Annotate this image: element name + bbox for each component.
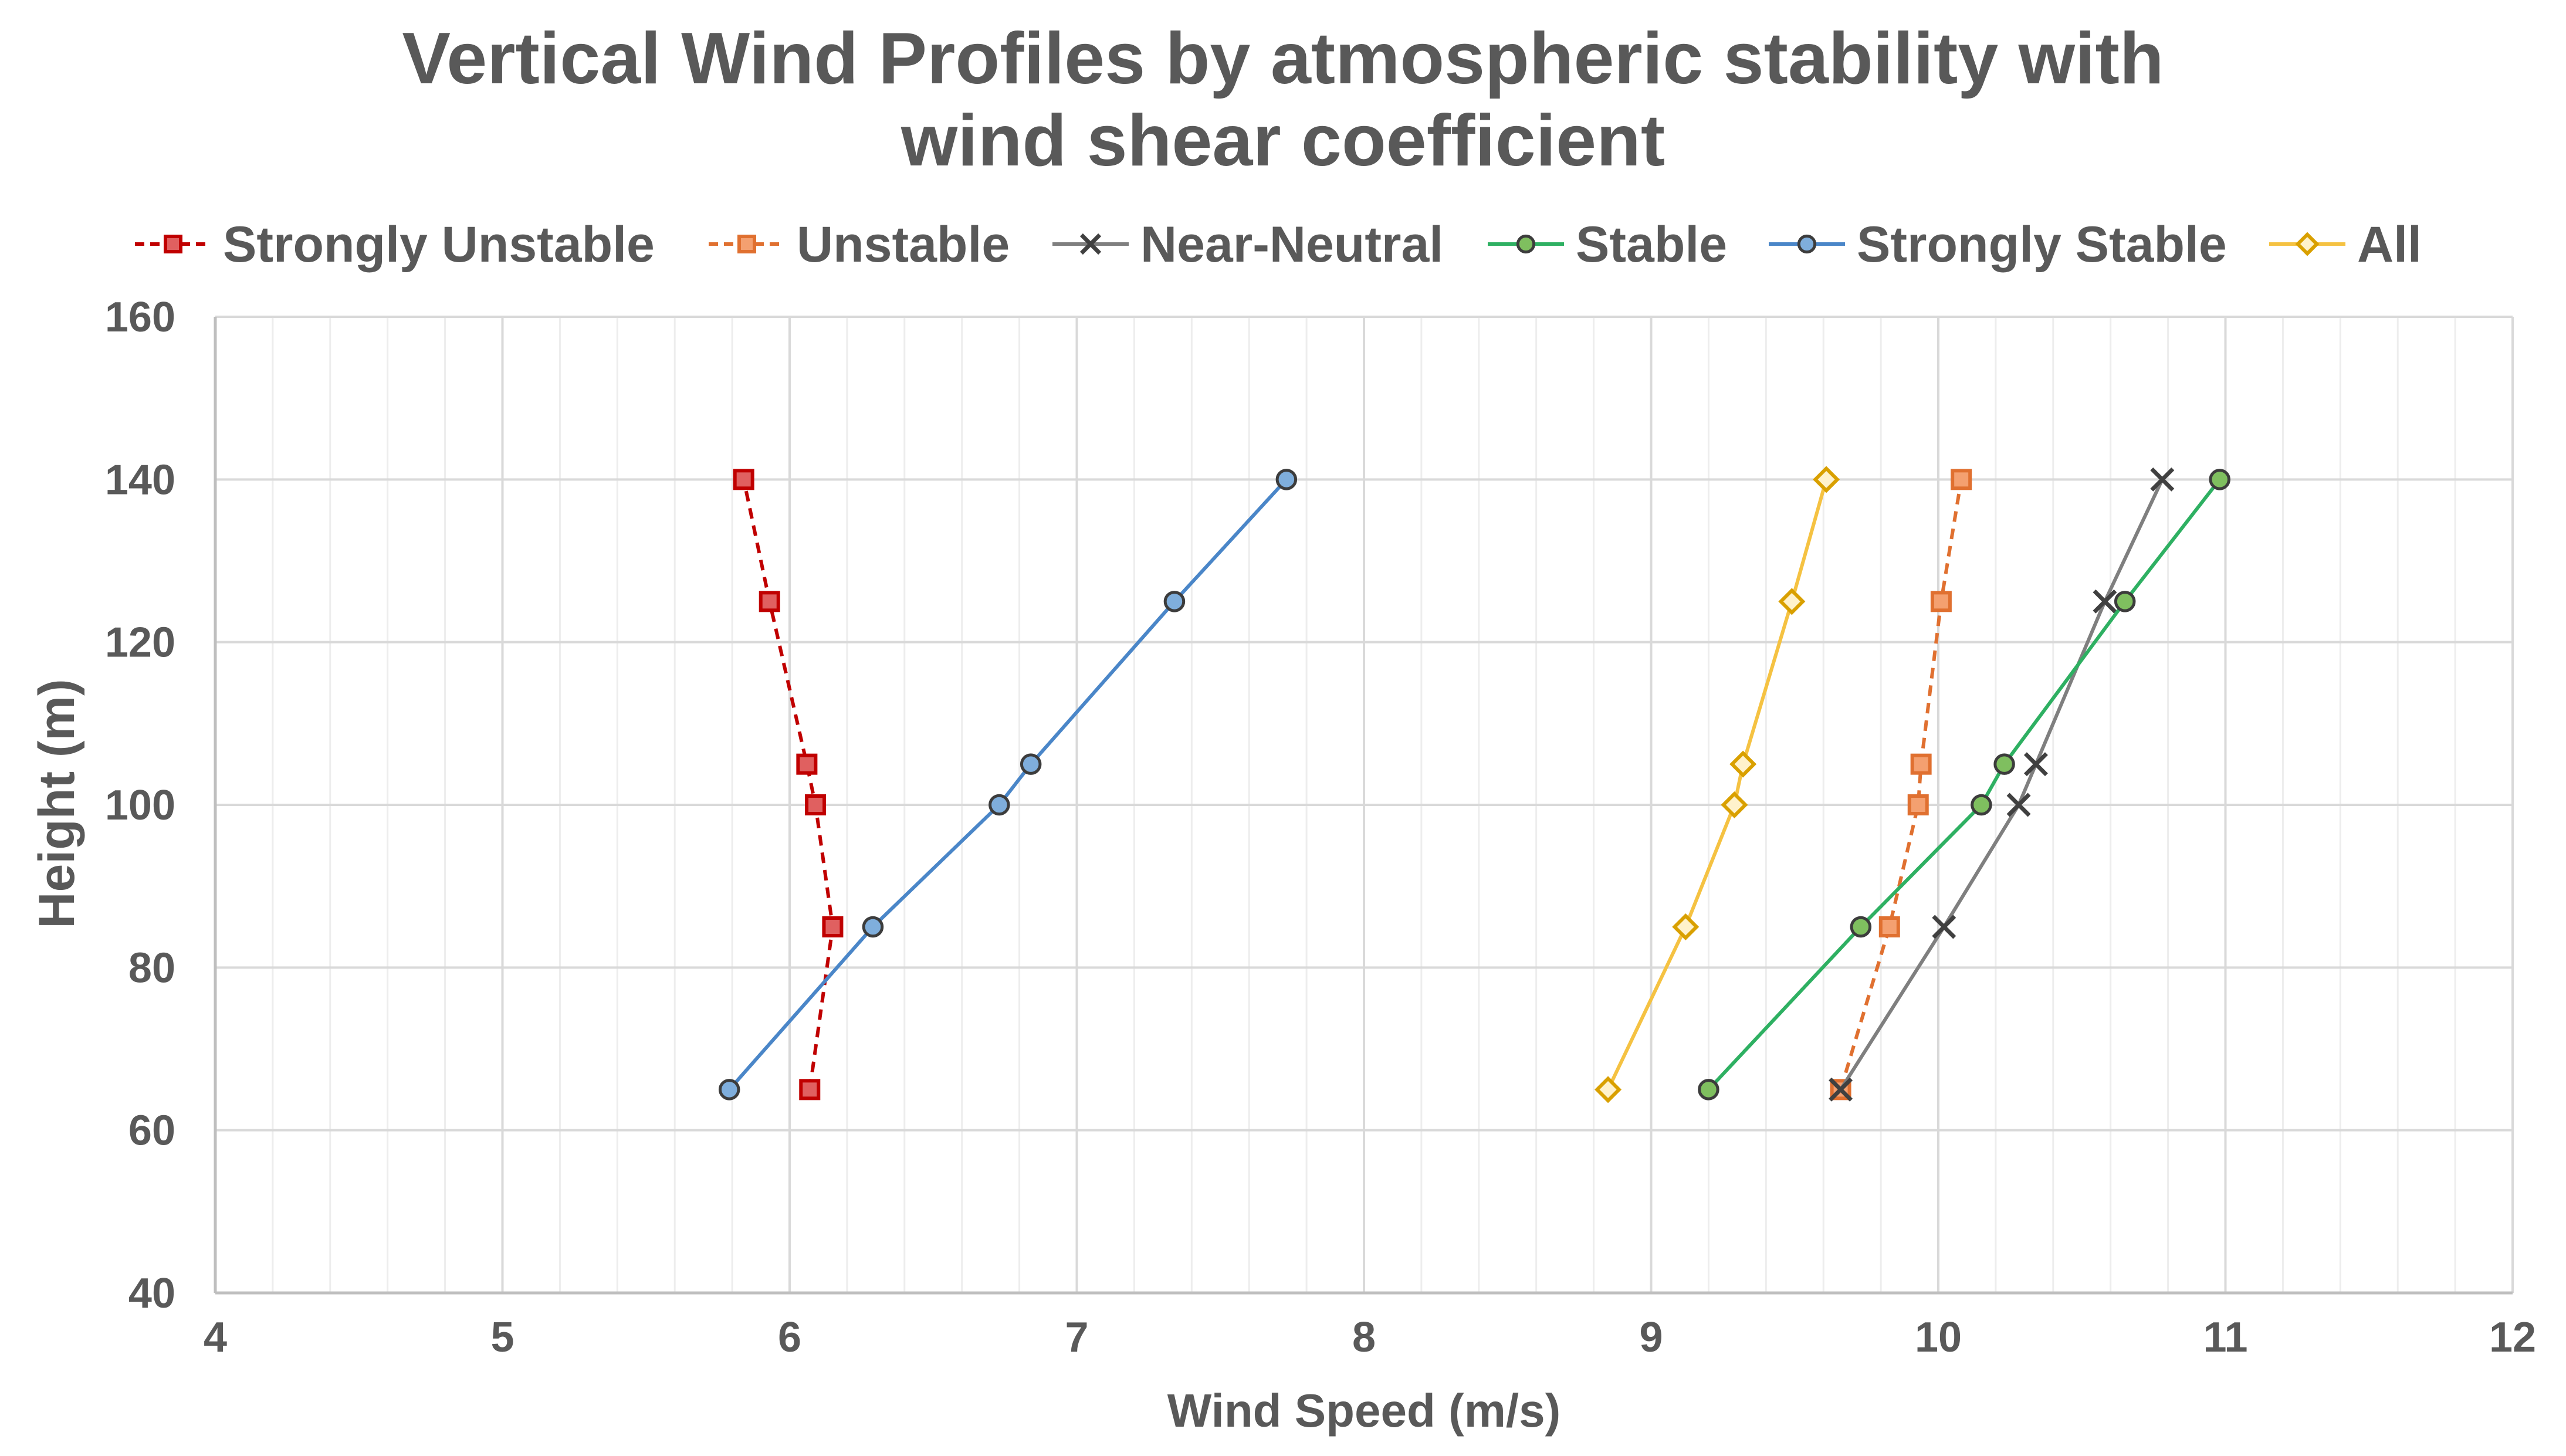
data-point-strongly-unstable <box>733 469 754 490</box>
data-point-strongly-stable <box>1163 591 1186 612</box>
data-point-all <box>1778 588 1806 615</box>
x-tick-label: 9 <box>1639 1314 1663 1361</box>
series-strongly-stable <box>718 469 1298 1101</box>
y-tick-label: 100 <box>105 782 175 829</box>
legend-label: Unstable <box>797 216 1010 273</box>
data-point-strongly-stable <box>862 916 884 938</box>
x-tick-label: 8 <box>1352 1314 1376 1361</box>
data-point-stable <box>1698 1079 1719 1101</box>
legend-marker <box>737 235 756 253</box>
marker-stroke <box>2006 793 2031 817</box>
legend-marker <box>1516 234 1536 254</box>
data-point-near-neutral <box>2006 793 2031 817</box>
data-point-strongly-unstable <box>759 591 780 612</box>
data-point-unstable <box>1951 469 1972 490</box>
data-point-strongly-stable <box>718 1079 740 1101</box>
legend-item-strongly-unstable: Strongly Unstable <box>135 216 655 273</box>
x-tick-label: 4 <box>204 1314 227 1361</box>
legend-item-strongly-stable: Strongly Stable <box>1769 216 2227 273</box>
data-point-unstable <box>1907 794 1929 815</box>
data-point-near-neutral <box>2023 752 2048 777</box>
legend-label: Strongly Stable <box>1857 216 2227 273</box>
x-axis-title: Wind Speed (m/s) <box>1167 1384 1560 1437</box>
data-point-stable <box>1971 794 1992 816</box>
x-tick-label: 12 <box>2489 1314 2536 1361</box>
marker-stroke <box>2150 467 2175 492</box>
series-near-neutral <box>1829 467 2175 1102</box>
y-tick-label: 80 <box>128 944 175 991</box>
legend-marker <box>1797 234 1817 254</box>
legend-label: Stable <box>1576 216 1727 273</box>
data-point-near-neutral <box>2093 589 2117 614</box>
x-tick-label: 7 <box>1065 1314 1088 1361</box>
data-point-stable <box>1850 916 1872 938</box>
y-tick-label: 160 <box>105 294 175 341</box>
data-point-strongly-stable <box>1020 753 1042 775</box>
data-point-strongly-unstable <box>822 916 844 937</box>
data-point-strongly-stable <box>989 794 1010 816</box>
data-point-all <box>1721 791 1748 818</box>
data-point-near-neutral <box>1829 1077 1853 1102</box>
series-stable <box>1698 469 2230 1101</box>
marker-stroke <box>2093 589 2117 614</box>
plot-area: 4 5 6 7 8 9 10 11 12 40 60 80 100 120 140 160 <box>105 294 2536 1361</box>
data-point-strongly-stable <box>1275 469 1298 490</box>
series-line-stable <box>1707 478 2222 1091</box>
chart-title: Vertical Wind Profiles by atmospheric st… <box>0 18 2566 182</box>
x-tick-label: 6 <box>778 1314 801 1361</box>
y-tick-label: 140 <box>105 456 175 503</box>
data-point-stable <box>2114 591 2136 612</box>
data-point-stable <box>1993 753 2015 775</box>
chart-title-line-1: Vertical Wind Profiles by atmospheric st… <box>402 18 2164 99</box>
data-point-unstable <box>1910 753 1932 775</box>
chart-title-line-2: wind shear coefficient <box>901 100 1665 181</box>
legend-label: Strongly Unstable <box>223 216 655 273</box>
legend: Strongly Unstable Unstable Near-Neutral Sta… <box>135 216 2422 273</box>
data-point-all <box>1813 466 1840 493</box>
legend-marker <box>1079 233 1102 255</box>
legend-label: Near-Neutral <box>1140 216 1443 273</box>
y-axis-title: Height (m) <box>29 679 85 928</box>
data-point-unstable <box>1930 591 1952 612</box>
series-strongly-unstable <box>733 469 844 1101</box>
legend-item-stable: Stable <box>1488 216 1727 273</box>
series-line-all <box>1606 479 1828 1091</box>
data-point-near-neutral <box>2150 467 2175 492</box>
data-point-unstable <box>1878 916 1900 937</box>
legend-item-unstable: Unstable <box>709 216 1010 273</box>
legend-marker <box>2295 232 2320 256</box>
legend-marker <box>164 235 182 253</box>
legend-item-near-neutral: Near-Neutral <box>1052 216 1443 273</box>
y-tick-label: 120 <box>105 619 175 666</box>
data-point-near-neutral <box>1932 915 1956 939</box>
series-line-strongly-stable <box>727 478 1288 1091</box>
marker-stroke <box>2023 752 2048 777</box>
data-point-stable <box>2209 469 2230 490</box>
series-line-strongly-unstable <box>742 479 835 1090</box>
data-point-strongly-unstable <box>796 753 818 775</box>
marker-stroke <box>1829 1077 1853 1102</box>
legend-label: All <box>2357 216 2422 273</box>
data-point-all <box>1729 750 1757 778</box>
x-tick-label: 5 <box>490 1314 514 1361</box>
series-line-unstable <box>1839 479 1964 1091</box>
data-point-all <box>1595 1076 1622 1103</box>
legend-item-all: All <box>2269 216 2422 273</box>
data-point-all <box>1672 913 1700 940</box>
data-point-strongly-unstable <box>799 1079 821 1101</box>
series-unstable <box>1830 469 1972 1101</box>
data-point-strongly-unstable <box>805 794 827 815</box>
y-tick-label: 60 <box>128 1108 175 1154</box>
marker-stroke <box>1079 233 1102 255</box>
series-line-near-neutral <box>1839 479 2164 1091</box>
y-tick-label: 40 <box>128 1270 175 1317</box>
x-tick-label: 10 <box>1915 1314 1962 1361</box>
x-tick-label: 11 <box>2203 1314 2247 1361</box>
series-all <box>1595 466 1840 1103</box>
marker-stroke <box>1932 915 1956 939</box>
